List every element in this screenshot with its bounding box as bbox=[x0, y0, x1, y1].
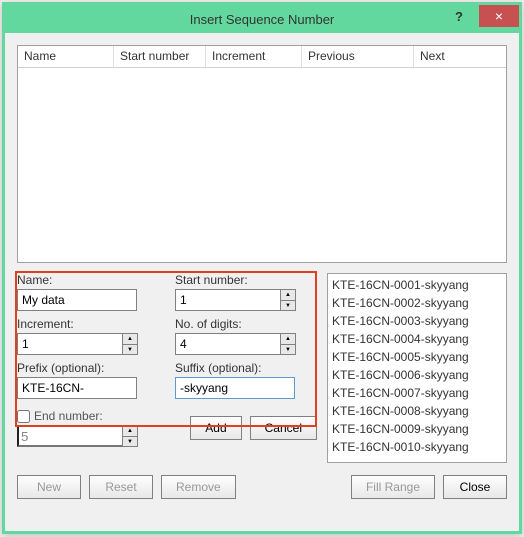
remove-button[interactable]: Remove bbox=[161, 475, 236, 499]
increment-spinner: ▲ ▼ bbox=[17, 333, 138, 355]
help-button[interactable]: ? bbox=[439, 5, 479, 27]
start-number-spinner: ▲ ▼ bbox=[175, 289, 296, 311]
listview-column-header[interactable]: Increment bbox=[206, 46, 302, 67]
new-button[interactable]: New bbox=[17, 475, 81, 499]
footer-right: Fill Range Close bbox=[351, 475, 507, 499]
preview-item[interactable]: KTE-16CN-0007-skyyang bbox=[332, 384, 502, 402]
name-label: Name: bbox=[17, 273, 159, 287]
titlebar-buttons: ? × bbox=[439, 5, 519, 33]
reset-button[interactable]: Reset bbox=[89, 475, 153, 499]
form-bottom-row: End number: ▲ ▼ Add Cancel bbox=[17, 409, 317, 447]
sequence-listview[interactable]: NameStart numberIncrementPreviousNext bbox=[17, 45, 507, 263]
field-prefix: Prefix (optional): bbox=[17, 361, 159, 399]
end-number-input[interactable] bbox=[17, 425, 122, 447]
field-start-number: Start number: ▲ ▼ bbox=[175, 273, 317, 311]
listview-header: NameStart numberIncrementPreviousNext bbox=[18, 46, 506, 68]
end-number-checkbox[interactable] bbox=[17, 410, 30, 423]
cancel-button[interactable]: Cancel bbox=[250, 416, 317, 440]
end-spin-down[interactable]: ▼ bbox=[122, 436, 138, 447]
field-name: Name: bbox=[17, 273, 159, 311]
end-number-spinner: ▲ ▼ bbox=[17, 425, 138, 447]
digits-spin-up[interactable]: ▲ bbox=[280, 333, 296, 344]
increment-input[interactable] bbox=[17, 333, 122, 355]
start-spin-up[interactable]: ▲ bbox=[280, 289, 296, 300]
preview-item[interactable]: KTE-16CN-0005-skyyang bbox=[332, 348, 502, 366]
digits-input[interactable] bbox=[175, 333, 280, 355]
add-button[interactable]: Add bbox=[190, 416, 241, 440]
preview-item[interactable]: KTE-16CN-0008-skyyang bbox=[332, 402, 502, 420]
listview-column-header[interactable]: Start number bbox=[114, 46, 206, 67]
digits-spin-down[interactable]: ▼ bbox=[280, 344, 296, 355]
increment-label: Increment: bbox=[17, 317, 159, 331]
field-suffix: Suffix (optional): bbox=[175, 361, 317, 399]
preview-item[interactable]: KTE-16CN-0002-skyyang bbox=[332, 294, 502, 312]
dialog-content: NameStart numberIncrementPreviousNext Na… bbox=[5, 33, 519, 511]
listview-column-header[interactable]: Name bbox=[18, 46, 114, 67]
preview-item[interactable]: KTE-16CN-0010-skyyang bbox=[332, 438, 502, 456]
close-button[interactable]: Close bbox=[443, 475, 507, 499]
window-title: Insert Sequence Number bbox=[190, 12, 335, 27]
digits-spinner: ▲ ▼ bbox=[175, 333, 296, 355]
increment-spin-down[interactable]: ▼ bbox=[122, 344, 138, 355]
preview-item[interactable]: KTE-16CN-0009-skyyang bbox=[332, 420, 502, 438]
form-grid: Name: Start number: ▲ ▼ bbox=[17, 273, 317, 399]
preview-item[interactable]: KTE-16CN-0006-skyyang bbox=[332, 366, 502, 384]
prefix-label: Prefix (optional): bbox=[17, 361, 159, 375]
suffix-label: Suffix (optional): bbox=[175, 361, 317, 375]
fill-range-button[interactable]: Fill Range bbox=[351, 475, 435, 499]
footer-left: New Reset Remove bbox=[17, 475, 236, 499]
increment-spin-up[interactable]: ▲ bbox=[122, 333, 138, 344]
listview-column-header[interactable]: Previous bbox=[302, 46, 414, 67]
field-end-number: End number: ▲ ▼ bbox=[17, 409, 138, 447]
preview-item[interactable]: KTE-16CN-0004-skyyang bbox=[332, 330, 502, 348]
digits-label: No. of digits: bbox=[175, 317, 317, 331]
form-left: Name: Start number: ▲ ▼ bbox=[17, 273, 317, 463]
start-spin-down[interactable]: ▼ bbox=[280, 300, 296, 311]
dialog-window: Insert Sequence Number ? × NameStart num… bbox=[2, 2, 522, 534]
suffix-input[interactable] bbox=[175, 377, 295, 399]
start-number-label: Start number: bbox=[175, 273, 317, 287]
preview-item[interactable]: KTE-16CN-0003-skyyang bbox=[332, 312, 502, 330]
close-window-button[interactable]: × bbox=[479, 5, 519, 27]
add-cancel-row: Add Cancel bbox=[190, 416, 317, 440]
field-increment: Increment: ▲ ▼ bbox=[17, 317, 159, 355]
end-spin-up[interactable]: ▲ bbox=[122, 425, 138, 436]
field-digits: No. of digits: ▲ ▼ bbox=[175, 317, 317, 355]
titlebar: Insert Sequence Number ? × bbox=[5, 5, 519, 33]
prefix-input[interactable] bbox=[17, 377, 137, 399]
listview-column-header[interactable]: Next bbox=[414, 46, 504, 67]
preview-item[interactable]: KTE-16CN-0001-skyyang bbox=[332, 276, 502, 294]
name-input[interactable] bbox=[17, 289, 137, 311]
footer-buttons: New Reset Remove Fill Range Close bbox=[17, 475, 507, 499]
end-number-label: End number: bbox=[34, 409, 103, 423]
start-number-input[interactable] bbox=[175, 289, 280, 311]
form-area: Name: Start number: ▲ ▼ bbox=[17, 273, 507, 463]
preview-list[interactable]: KTE-16CN-0001-skyyangKTE-16CN-0002-skyya… bbox=[327, 273, 507, 463]
